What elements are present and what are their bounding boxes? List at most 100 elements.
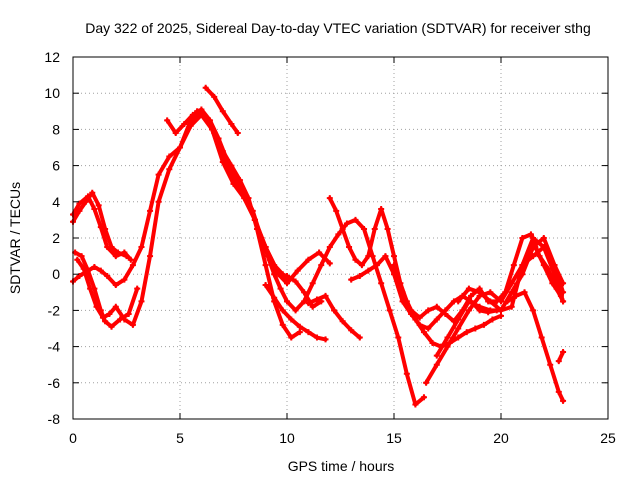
data-point [234, 130, 241, 137]
data-point [76, 200, 83, 207]
data-point [416, 321, 423, 328]
x-tick-label: 5 [176, 430, 184, 446]
data-point [78, 253, 85, 260]
data-point [198, 106, 205, 113]
data-point [498, 312, 504, 319]
data-point [399, 298, 406, 305]
y-tick-label: 2 [52, 230, 60, 246]
x-tick-label: 10 [279, 430, 295, 446]
data-point [423, 379, 430, 386]
data-point [444, 343, 451, 350]
series-line [533, 245, 563, 298]
data-point [508, 303, 515, 310]
data-point [76, 273, 83, 280]
data-point [391, 262, 397, 269]
data-point [508, 280, 515, 287]
data-point [373, 262, 380, 269]
data-point [386, 307, 393, 314]
x-tick-label: 25 [600, 430, 616, 446]
series-arc-19 [504, 289, 567, 404]
data-point [433, 303, 440, 310]
data-point [228, 120, 235, 127]
data-point [555, 358, 562, 365]
data-point [284, 280, 290, 287]
data-point [356, 334, 363, 341]
data-point [164, 117, 171, 124]
data-point [271, 294, 278, 301]
x-tick-label: 15 [386, 430, 402, 446]
data-point [348, 327, 355, 334]
data-point [87, 285, 94, 292]
data-point [211, 93, 218, 100]
data-point [236, 177, 243, 184]
data-point [202, 84, 209, 91]
data-point [108, 323, 115, 330]
data-point [296, 323, 303, 330]
series-line [424, 245, 566, 385]
data-point [352, 216, 359, 223]
data-point [219, 108, 226, 115]
data-point [465, 285, 472, 292]
data-point [487, 307, 494, 314]
data-point [322, 292, 329, 299]
data-point [125, 311, 132, 318]
data-point [425, 307, 432, 314]
data-point [305, 256, 312, 263]
data-point [365, 267, 372, 274]
data-point [309, 303, 316, 310]
data-point [305, 329, 312, 336]
data-point [292, 278, 299, 285]
data-point [358, 262, 365, 269]
data-point [138, 244, 145, 251]
data-point [455, 325, 462, 332]
series-layer [70, 84, 567, 408]
data-point [403, 370, 410, 377]
data-point [504, 298, 511, 305]
series-arc-1 [70, 111, 286, 289]
data-point [127, 256, 134, 263]
data-point [408, 307, 415, 314]
data-point [521, 289, 528, 296]
data-point [219, 148, 226, 155]
data-point [555, 388, 562, 395]
data-point [560, 289, 567, 296]
data-point [322, 336, 329, 343]
data-point [301, 298, 308, 305]
data-point [194, 108, 201, 115]
y-tick-label: 10 [44, 85, 60, 101]
data-point [112, 282, 119, 289]
data-point [228, 162, 235, 169]
data-point [288, 316, 295, 323]
data-point [530, 235, 537, 241]
data-point [264, 253, 271, 260]
data-point [121, 276, 128, 283]
data-point [420, 394, 427, 401]
data-point [476, 289, 483, 296]
series-arc-3 [70, 193, 134, 263]
data-point [384, 225, 391, 232]
data-point [463, 329, 470, 336]
data-point [301, 289, 308, 296]
data-point [455, 334, 462, 341]
data-point [155, 198, 162, 205]
data-point [472, 325, 479, 332]
data-point [279, 321, 286, 328]
data-point [93, 303, 100, 310]
data-point [560, 397, 567, 404]
series-line [505, 290, 566, 403]
data-point [540, 262, 547, 269]
data-point [547, 361, 554, 368]
data-point [102, 318, 109, 325]
data-point [99, 314, 106, 321]
data-point [560, 298, 567, 305]
data-point [540, 244, 547, 251]
data-point [455, 298, 462, 305]
data-point [540, 235, 547, 241]
data-point [412, 401, 419, 408]
y-tick-label: -4 [48, 339, 61, 355]
data-point [326, 260, 333, 267]
data-point [487, 289, 494, 296]
data-point [378, 206, 385, 213]
data-point [339, 318, 346, 325]
